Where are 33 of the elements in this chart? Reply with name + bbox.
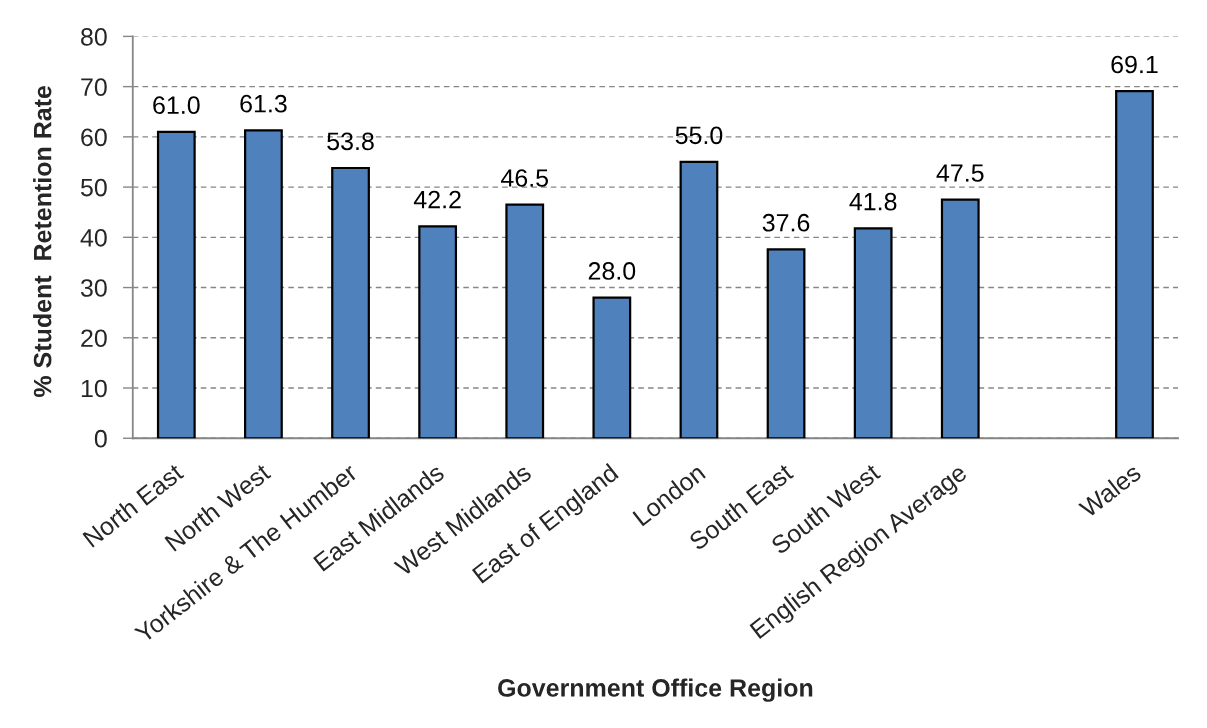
- data-label: 61.3: [240, 94, 287, 113]
- y-tick-label: 40: [80, 228, 107, 247]
- data-label: 41.8: [849, 192, 897, 211]
- y-tick-label: 0: [94, 429, 107, 448]
- data-label: 42.2: [413, 190, 461, 209]
- bar: [940, 198, 980, 439]
- bar: [592, 296, 632, 439]
- bar: [244, 129, 283, 439]
- bar: [679, 160, 719, 439]
- bar: [331, 166, 370, 439]
- data-label: 46.5: [500, 169, 549, 187]
- y-tick-label: 10: [81, 379, 107, 398]
- data-label: 69.1: [1111, 55, 1158, 74]
- bar: [418, 225, 458, 439]
- data-label: 28.0: [588, 262, 636, 280]
- bar: [853, 227, 893, 439]
- y-axis-title: % Student Retention Rate: [33, 85, 52, 397]
- y-tick-label: 20: [81, 329, 107, 348]
- data-label: 53.8: [327, 132, 374, 151]
- data-label: 47.5: [936, 164, 984, 182]
- data-label: 37.6: [762, 213, 810, 232]
- y-tick-label: 30: [80, 279, 107, 297]
- data-label: 55.0: [675, 126, 723, 145]
- bar: [766, 248, 806, 439]
- bar: [505, 203, 545, 439]
- y-tick-label: 60: [81, 128, 107, 147]
- bar: [156, 130, 196, 439]
- y-tick-label: 80: [81, 28, 107, 46]
- x-axis-title: Government Office Region: [498, 678, 813, 702]
- data-label: 61.0: [153, 96, 200, 115]
- y-tick-label: 50: [80, 178, 107, 197]
- bar: [1115, 90, 1154, 439]
- y-tick-label: 70: [81, 78, 107, 96]
